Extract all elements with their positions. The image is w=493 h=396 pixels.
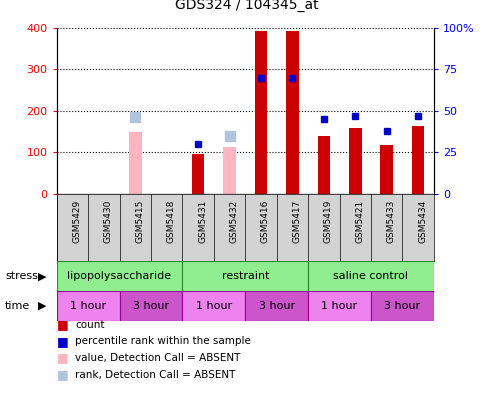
Text: saline control: saline control (333, 271, 409, 281)
Text: GSM5418: GSM5418 (167, 200, 176, 243)
Bar (317, 136, 330, 194)
Bar (245, 291, 308, 321)
Bar (286, 31, 299, 194)
Bar (223, 147, 236, 194)
Text: GSM5421: GSM5421 (355, 200, 364, 243)
Bar (412, 126, 424, 194)
Text: GSM5419: GSM5419 (324, 200, 333, 243)
Bar (371, 291, 434, 321)
Text: ■: ■ (57, 352, 69, 364)
Text: 1 hour: 1 hour (196, 301, 232, 311)
Bar (308, 261, 434, 291)
Text: GSM5433: GSM5433 (387, 200, 396, 243)
Bar (119, 291, 182, 321)
Text: GSM5417: GSM5417 (292, 200, 301, 243)
Bar (381, 145, 393, 194)
Text: percentile rank within the sample: percentile rank within the sample (75, 336, 251, 346)
Bar (182, 291, 245, 321)
Text: 3 hour: 3 hour (259, 301, 295, 311)
Text: 1 hour: 1 hour (321, 301, 357, 311)
Bar (255, 30, 267, 194)
Bar (129, 131, 141, 194)
Text: GSM5415: GSM5415 (135, 200, 144, 243)
Bar (308, 291, 371, 321)
Text: ■: ■ (57, 318, 69, 331)
Text: GSM5434: GSM5434 (418, 200, 427, 243)
Text: lipopolysaccharide: lipopolysaccharide (68, 271, 172, 281)
Text: time: time (5, 301, 30, 311)
Text: 3 hour: 3 hour (385, 301, 421, 311)
Bar (57, 291, 119, 321)
Text: GDS324 / 104345_at: GDS324 / 104345_at (175, 0, 318, 12)
Bar (57, 261, 182, 291)
Text: 1 hour: 1 hour (70, 301, 106, 311)
Text: stress: stress (5, 271, 38, 281)
Text: GSM5431: GSM5431 (198, 200, 207, 243)
Text: GSM5429: GSM5429 (72, 200, 81, 243)
Text: ▶: ▶ (37, 301, 46, 311)
Text: count: count (75, 320, 105, 330)
Bar (349, 128, 361, 194)
Text: GSM5416: GSM5416 (261, 200, 270, 243)
Text: 3 hour: 3 hour (133, 301, 169, 311)
Text: ▶: ▶ (37, 271, 46, 281)
Bar (192, 154, 205, 194)
Text: GSM5432: GSM5432 (230, 200, 239, 243)
Text: GSM5430: GSM5430 (104, 200, 113, 243)
Text: rank, Detection Call = ABSENT: rank, Detection Call = ABSENT (75, 369, 236, 380)
Text: value, Detection Call = ABSENT: value, Detection Call = ABSENT (75, 353, 241, 363)
Text: restraint: restraint (221, 271, 269, 281)
Text: ■: ■ (57, 335, 69, 348)
Bar (182, 261, 308, 291)
Text: ■: ■ (57, 368, 69, 381)
